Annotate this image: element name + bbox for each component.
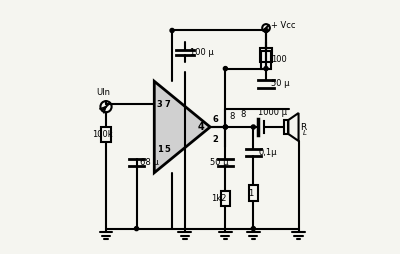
- Text: 8: 8: [240, 110, 246, 119]
- Text: 4: 4: [198, 122, 205, 132]
- Bar: [221, 190, 230, 206]
- Bar: [102, 127, 110, 142]
- Circle shape: [223, 67, 228, 71]
- Text: 100: 100: [271, 55, 287, 64]
- Text: 0,1µ: 0,1µ: [258, 148, 277, 157]
- Text: 6: 6: [213, 115, 218, 124]
- Circle shape: [264, 67, 268, 71]
- Polygon shape: [288, 113, 298, 141]
- Circle shape: [251, 227, 255, 231]
- Text: 8: 8: [229, 112, 234, 121]
- Text: 1: 1: [157, 145, 163, 154]
- Text: 5: 5: [164, 145, 170, 154]
- Circle shape: [251, 125, 255, 129]
- Text: 2: 2: [213, 135, 218, 144]
- Text: 100 µ: 100 µ: [190, 47, 214, 57]
- Circle shape: [134, 227, 138, 231]
- Circle shape: [170, 28, 174, 33]
- Text: 1: 1: [248, 188, 254, 198]
- Text: 50 µ: 50 µ: [271, 79, 290, 88]
- Circle shape: [223, 125, 228, 129]
- Bar: [262, 51, 271, 69]
- Text: 50 µ: 50 µ: [210, 158, 229, 167]
- Text: R: R: [300, 122, 306, 132]
- Text: 68 µ: 68 µ: [140, 158, 159, 167]
- Bar: [249, 185, 258, 201]
- Text: 100k: 100k: [92, 130, 113, 139]
- Text: 1k2: 1k2: [212, 194, 227, 203]
- Bar: [260, 48, 272, 62]
- Circle shape: [223, 125, 228, 129]
- Circle shape: [264, 28, 268, 33]
- Text: 7: 7: [164, 100, 170, 109]
- Text: 3: 3: [157, 100, 162, 109]
- Text: + Vcc: + Vcc: [271, 21, 296, 30]
- Text: L: L: [302, 130, 306, 136]
- Text: UIn: UIn: [96, 88, 110, 97]
- Bar: [284, 120, 288, 134]
- Text: 1000 µ: 1000 µ: [258, 108, 288, 117]
- Polygon shape: [154, 81, 210, 173]
